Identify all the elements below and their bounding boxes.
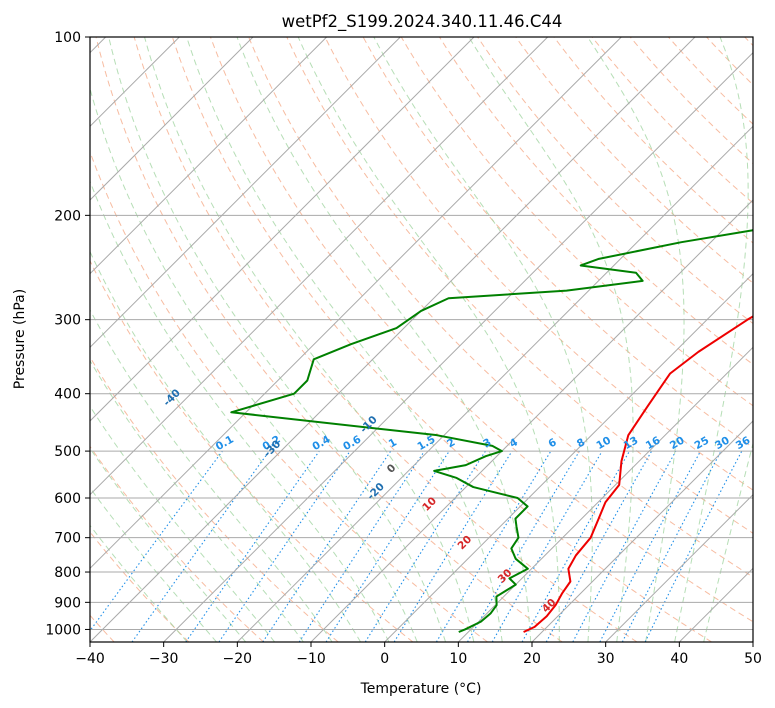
plot-frame — [89, 36, 754, 643]
mixing-ratio-line — [491, 450, 603, 642]
isobar-lines — [90, 37, 753, 630]
x-tick-label: 30 — [597, 651, 615, 667]
isotherm-line — [90, 37, 622, 570]
x-tick-label: 10 — [449, 651, 467, 667]
moist-adiabat-line — [186, 37, 503, 642]
x-tick-label: 20 — [523, 651, 541, 667]
plot-area-background — [90, 37, 753, 642]
isotherm-line — [90, 37, 549, 496]
chart-title: wetPf2_S199.2024.340.11.46.C44 — [282, 12, 563, 32]
sounding-series — [230, 228, 753, 633]
y-tick-label: 600 — [54, 491, 81, 507]
dry-adiabat-line — [629, 37, 753, 165]
isotherm-line — [384, 272, 753, 642]
dry-adiabat-line — [210, 37, 753, 623]
y-tick-label: 400 — [54, 387, 81, 403]
y-axis-label: Pressure (hPa) — [12, 289, 28, 389]
x-tick-label: −20 — [223, 651, 253, 667]
moist-adiabat-line — [90, 486, 217, 642]
isotherm-line — [90, 37, 401, 349]
x-axis-label: Temperature (°C) — [360, 681, 482, 697]
moist-adiabat-line — [90, 250, 362, 642]
moist-adiabat-line — [90, 86, 418, 642]
x-tick-label: 50 — [744, 651, 762, 667]
moist-adiabat-lines — [90, 37, 753, 642]
moist-adiabat-line — [373, 37, 593, 642]
dry-adiabat-line — [515, 37, 753, 284]
moist-adiabat-line — [90, 447, 247, 642]
mixing-ratio-line — [131, 450, 270, 642]
dry-adiabat-line — [171, 37, 712, 642]
moist-adiabat-line — [108, 37, 447, 642]
y-tick-label: 200 — [54, 208, 81, 224]
y-tick-label: 1000 — [45, 622, 81, 638]
mixing-ratio-lines — [90, 450, 743, 642]
dry-adiabat-line — [477, 37, 753, 325]
mixing-ratio-line — [521, 450, 630, 642]
mixing-ratio-line — [364, 450, 486, 642]
mixing-ratio-line — [90, 450, 223, 632]
x-tick-label: −40 — [75, 651, 105, 667]
y-axis: 100 200 300 400 500 600 700 800 900 1000 — [45, 30, 90, 638]
x-tick-label: 40 — [670, 651, 688, 667]
mixing-ratio-line — [218, 450, 351, 642]
dry-adiabat-line — [400, 37, 753, 407]
mixing-ratio-line — [467, 450, 580, 642]
isotherm-line — [236, 125, 753, 642]
moist-adiabat-line — [90, 180, 390, 642]
y-tick-label: 300 — [54, 313, 81, 329]
moist-adiabat-line — [587, 37, 685, 642]
dry-adiabat-line — [95, 37, 563, 642]
y-tick-label: 800 — [54, 565, 81, 581]
x-axis: −40 −30 −20 −10 0 10 20 30 40 50 — [75, 642, 762, 667]
x-tick-label: −10 — [296, 651, 326, 667]
moist-adiabat-line — [703, 441, 753, 642]
y-tick-label: 700 — [54, 531, 81, 547]
dry-adiabat-line — [324, 37, 753, 491]
y-tick-label: 100 — [54, 30, 81, 46]
dewpoint-profile-line — [230, 228, 753, 633]
mixing-ratio-line — [325, 450, 450, 642]
dry-adiabat-line — [248, 37, 753, 578]
isotherm-line — [163, 51, 753, 642]
isotherm-line — [90, 37, 254, 201]
y-tick-label: 900 — [54, 595, 81, 611]
mixing-ratio-line — [572, 450, 677, 642]
isotherm-line — [531, 420, 753, 642]
y-tick-label: 500 — [54, 444, 81, 460]
mixing-ratio-line — [185, 450, 320, 642]
dry-adiabat-line — [133, 37, 638, 642]
isotherm-line — [605, 493, 753, 642]
isotherm-line — [752, 641, 753, 642]
isotherm-line — [90, 37, 475, 422]
x-tick-label: 0 — [380, 651, 389, 667]
moist-adiabat-line — [144, 37, 475, 642]
isotherm-line — [90, 37, 328, 275]
mixing-ratio-line — [393, 450, 513, 642]
moist-adiabat-line — [90, 524, 188, 642]
dry-adiabat-line — [591, 37, 753, 204]
moist-adiabat-line — [674, 37, 749, 642]
x-tick-label: −30 — [149, 651, 179, 667]
isotherm-lines — [90, 37, 753, 642]
dry-adiabat-line — [90, 445, 264, 642]
isotherm-line — [90, 37, 696, 642]
isotherm-line — [310, 199, 753, 642]
dry-adiabat-line — [90, 259, 414, 642]
temperature-profile-line — [523, 315, 753, 633]
mixing-ratio-line — [435, 450, 552, 642]
isotherm-line — [457, 346, 753, 642]
